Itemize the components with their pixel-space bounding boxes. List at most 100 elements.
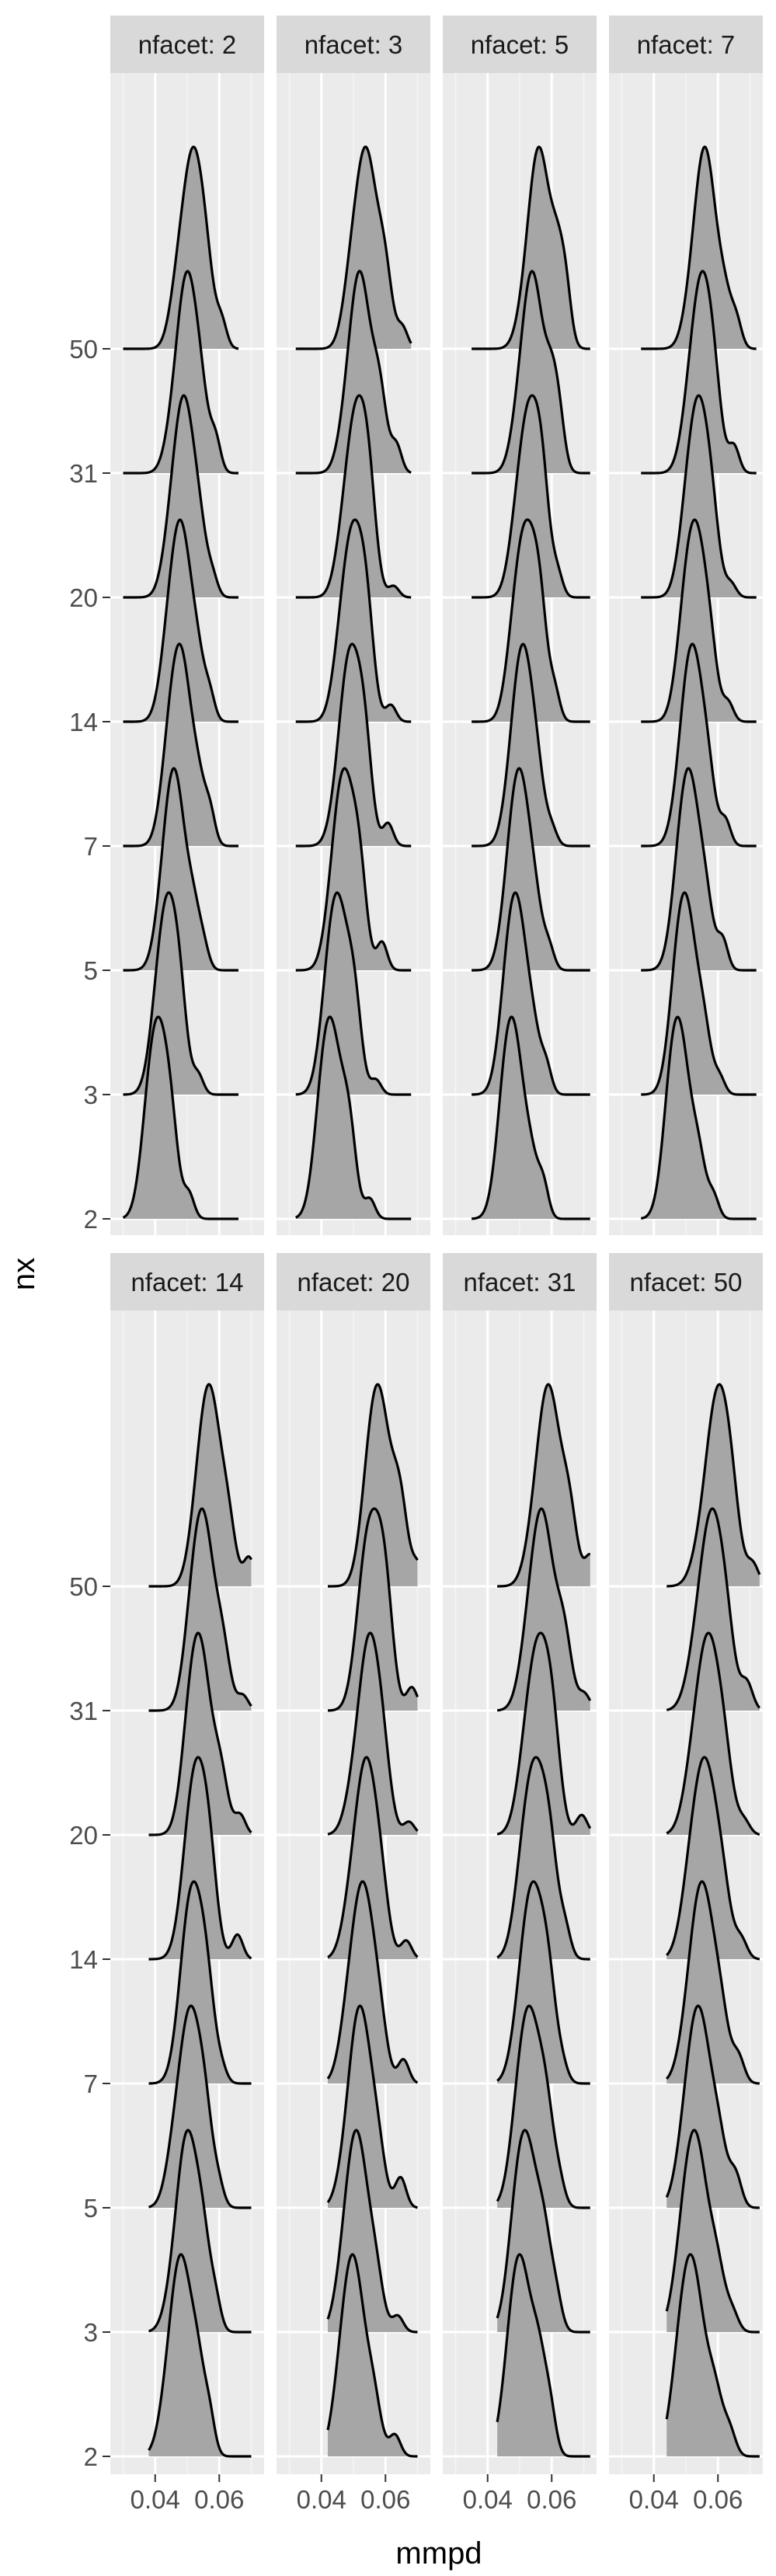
ridge-line-nx-5 (471, 767, 591, 972)
ridge-line-nx-5 (123, 767, 239, 972)
ridge-fill-nx-31 (295, 271, 412, 473)
facet-panel-5: nfacet: 5 (443, 16, 597, 1235)
ridge-fill-nx-14 (666, 1757, 760, 1959)
ridge-line-nx-2 (496, 2253, 591, 2458)
ridge-fill-nx-7 (328, 1882, 418, 2083)
ridge-line-nx-3 (123, 891, 239, 1096)
ridge-line-nx-3 (665, 2129, 760, 2334)
ridge-fill-nx-2 (472, 1017, 590, 1219)
y-tick-label: 3 (84, 2318, 98, 2347)
ridge-line-nx-3 (326, 2129, 419, 2334)
y-tick-label: 31 (69, 459, 98, 488)
y-axis-title: nx (7, 1258, 41, 1290)
x-axis: 0.04 0.06 0.04 0.06 0.04 0.06 0.04 0.06 (130, 2474, 743, 2514)
facet-strip (277, 1253, 430, 1311)
facet-panel-20: nfacet: 20 (277, 1253, 430, 2474)
ridge-fill-nx-50 (641, 147, 757, 349)
y-tick-label: 14 (69, 1945, 98, 1974)
y-tick-label: 7 (84, 2070, 98, 2098)
ridge-line-nx-50 (327, 1383, 419, 1588)
ridge-fill-nx-2 (666, 2254, 760, 2456)
ridge-fill-nx-20 (295, 395, 412, 597)
ridge-line-nx-50 (666, 1383, 761, 1588)
facet-strip-label: nfacet: 31 (464, 1268, 576, 1297)
ridge-fill-nx-14 (497, 1757, 590, 1959)
ridge-line-nx-5 (665, 2004, 760, 2209)
facet-panel-7: nfacet: 7 (609, 16, 763, 1235)
ridge-line-nx-7 (496, 1880, 591, 2085)
ridge-line-nx-5 (295, 767, 412, 972)
ridge-line-nx-5 (640, 767, 757, 972)
ridge-line-nx-7 (666, 1880, 760, 2085)
ridge-line-nx-14 (640, 518, 757, 723)
ridge-fill-nx-7 (295, 644, 412, 846)
facet-strip-label: nfacet: 5 (471, 30, 569, 59)
facet-panel-50: nfacet: 50 (609, 1253, 763, 2474)
ridge-line-nx-14 (471, 518, 591, 723)
ridge-line-nx-20 (123, 394, 239, 599)
ridge-line-nx-3 (295, 891, 412, 1096)
ridge-line-nx-50 (640, 145, 757, 350)
y-tick-label: 31 (69, 1697, 98, 1725)
ridge-line-nx-20 (471, 394, 591, 599)
ridge-line-nx-14 (496, 1756, 591, 1961)
facet-strip-label: nfacet: 20 (298, 1268, 410, 1297)
ridge-fill-nx-14 (641, 520, 757, 722)
ridge-line-nx-5 (496, 2004, 591, 2209)
ridge-line-nx-31 (295, 270, 412, 475)
ridge-line-nx-31 (471, 270, 591, 475)
ridge-fill-nx-14 (295, 520, 412, 722)
ridge-fill-nx-2 (123, 1017, 238, 1219)
y-tick-label: 14 (69, 708, 98, 736)
ridge-line-nx-2 (665, 2253, 760, 2458)
ridge-line-nx-50 (496, 1383, 591, 1588)
ridge-fill-nx-20 (641, 395, 757, 597)
facet-strip (443, 1253, 597, 1311)
x-tick-label: 0.06 (693, 2485, 743, 2514)
x-tick-label: 0.06 (360, 2485, 410, 2514)
ridge-line-nx-31 (148, 1507, 252, 1712)
ridge-line-nx-2 (122, 1015, 239, 1220)
x-tick-label: 0.04 (130, 2485, 180, 2514)
facet-panel-3: nfacet: 3 (277, 16, 430, 1235)
y-tick-label: 5 (84, 2194, 98, 2223)
ridge-fill-nx-31 (641, 271, 757, 473)
ridge-fill-nx-7 (497, 1882, 590, 2083)
ridge-fill-nx-31 (123, 271, 238, 473)
ridge-line-nx-7 (148, 1880, 252, 2085)
ridge-fill-nx-14 (148, 1757, 252, 1959)
ridge-fill-nx-5 (472, 768, 590, 970)
ridge-line-nx-20 (666, 1631, 760, 1836)
ridge-fill-nx-3 (641, 893, 757, 1095)
ridge-line-nx-5 (148, 2004, 252, 2209)
ridge-fill-nx-31 (148, 1509, 252, 1711)
facet-strip-label: nfacet: 2 (138, 30, 237, 59)
ridge-fill-nx-14 (123, 520, 238, 722)
ridge-fill-nx-20 (328, 1633, 418, 1835)
ridge-line-nx-7 (326, 1880, 419, 2084)
facet-strip-label: nfacet: 14 (131, 1268, 244, 1297)
ridge-line-nx-31 (640, 270, 757, 475)
facet-strip (443, 16, 597, 73)
ridge-line-nx-3 (148, 2129, 252, 2334)
ridge-line-nx-14 (123, 518, 239, 723)
ridge-line-nx-7 (471, 642, 591, 848)
ridge-fill-nx-50 (328, 1384, 418, 1586)
ridge-fill-nx-50 (666, 1384, 760, 1586)
facets-layer: nfacet: 2 nfacet: 3 nfacet: 5 nfacet: 7 nfac… (110, 16, 763, 2474)
x-axis-title: mmpd (395, 2536, 482, 2571)
facet-strip-label: nfacet: 7 (637, 30, 736, 59)
ridge-line-nx-20 (496, 1631, 592, 1836)
ridge-line-nx-2 (471, 1015, 591, 1220)
y-tick-label: 20 (69, 1821, 98, 1850)
facet-panel-31: nfacet: 31 (443, 1253, 597, 2474)
facet-panel-2: nfacet: 2 (110, 16, 264, 1235)
facet-strip (609, 1253, 763, 1311)
facet-panel-14: nfacet: 14 (110, 1253, 264, 2474)
ridge-line-nx-2 (640, 1015, 757, 1220)
ridge-line-nx-14 (666, 1756, 760, 1961)
ridge-line-nx-31 (496, 1507, 592, 1712)
ridge-line-nx-3 (471, 891, 591, 1096)
ridge-fill-nx-50 (295, 147, 412, 349)
